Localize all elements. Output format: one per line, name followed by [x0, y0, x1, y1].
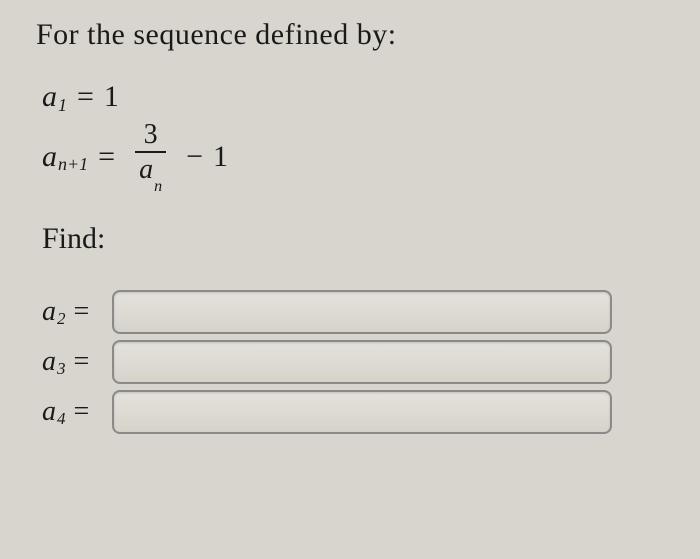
var-a: a: [42, 140, 57, 174]
numerator: 3: [140, 120, 162, 149]
label-a3: a3 =: [42, 346, 112, 378]
subscript-n-plus-1: n+1: [58, 154, 88, 175]
input-a3[interactable]: [112, 340, 612, 384]
denominator: an: [135, 155, 166, 189]
fraction-bar: [135, 151, 166, 153]
problem-page: For the sequence defined by: a1 = 1 an+1…: [0, 0, 700, 434]
var-a: a: [42, 396, 56, 428]
label-a4: a4 =: [42, 396, 112, 428]
answer-row-a4: a4 =: [42, 390, 676, 434]
find-heading: Find:: [42, 222, 676, 256]
answer-row-a3: a3 =: [42, 340, 676, 384]
recursive-formula: an+1 = 3 an − 1: [42, 122, 676, 192]
sequence-definition: a1 = 1 an+1 = 3 an − 1: [42, 80, 676, 192]
answers-block: a2 = a3 = a4 =: [42, 290, 676, 434]
var-a: a: [42, 346, 56, 378]
answer-row-a2: a2 =: [42, 290, 676, 334]
value-1: 1: [213, 140, 228, 174]
subscript-1: 1: [58, 95, 67, 116]
initial-condition: a1 = 1: [42, 80, 676, 114]
var-a: a: [42, 296, 56, 328]
equals-sign: =: [74, 396, 90, 428]
equals-sign: =: [77, 80, 94, 114]
input-a2[interactable]: [112, 290, 612, 334]
subscript-3: 3: [57, 359, 66, 379]
minus-sign: −: [186, 140, 203, 174]
label-a2: a2 =: [42, 296, 112, 328]
equals-sign: =: [74, 296, 90, 328]
var-a: a: [139, 154, 153, 185]
value-1: 1: [104, 80, 119, 114]
fraction: 3 an: [135, 120, 166, 190]
var-a: a: [42, 80, 57, 114]
subscript-2: 2: [57, 309, 66, 329]
equals-sign: =: [98, 140, 115, 174]
equals-sign: =: [74, 346, 90, 378]
input-a4[interactable]: [112, 390, 612, 434]
subscript-4: 4: [57, 409, 66, 429]
subscript-n: n: [154, 178, 162, 195]
prompt-text: For the sequence defined by:: [36, 18, 676, 52]
